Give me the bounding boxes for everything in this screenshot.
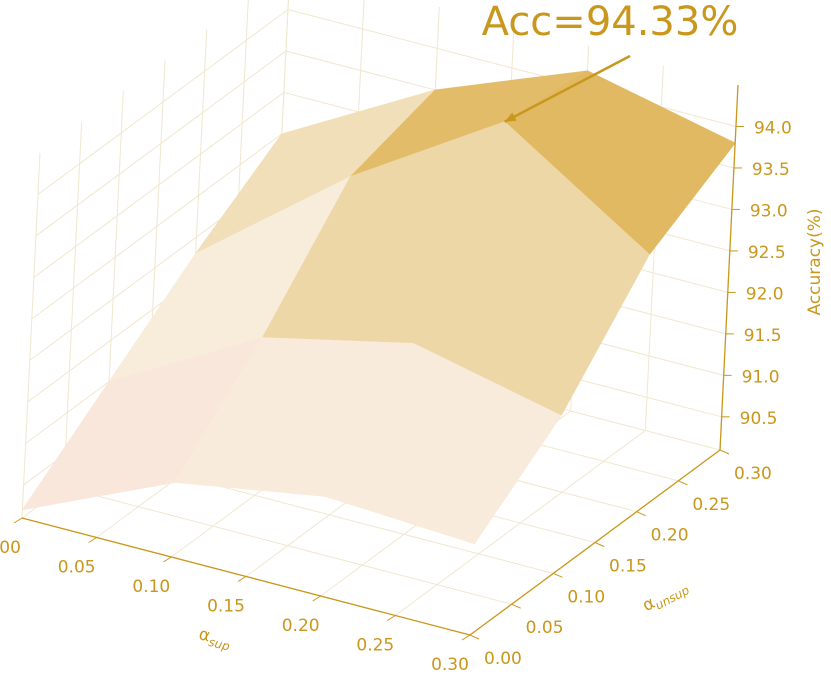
z-tick-label: 93.0 <box>750 201 788 221</box>
y-axis-label: αunsup <box>639 576 692 618</box>
surface <box>21 70 736 545</box>
y-tick-label: 0.05 <box>526 618 564 638</box>
z-tick-label: 92.0 <box>746 284 784 304</box>
z-tick-label: 94.0 <box>754 118 792 138</box>
y-tick <box>511 603 521 609</box>
z-axis-label: Accuracy(%) <box>805 208 825 315</box>
z-tick-label: 90.5 <box>740 409 778 429</box>
grid-line <box>63 486 512 605</box>
grid-line <box>35 50 287 237</box>
annotation-text: Acc=94.33% <box>482 0 739 45</box>
y-tick <box>594 542 605 547</box>
x-tick-label: 0.20 <box>282 616 320 636</box>
x-tick-label: 0.10 <box>132 577 170 597</box>
y-tick <box>678 480 688 486</box>
x-axis-label-symbol: α <box>197 624 213 646</box>
x-axis-label-subscript: sup <box>207 634 232 653</box>
y-tick-label: 0.00 <box>484 649 522 669</box>
x-tick <box>312 595 321 602</box>
x-tick-label: 0.05 <box>58 558 96 578</box>
grid-line <box>33 92 285 278</box>
x-tick-label: 0.30 <box>431 655 469 675</box>
x-tick <box>13 517 23 524</box>
grid-line <box>21 152 41 519</box>
grid-line <box>37 9 289 195</box>
y-tick <box>553 572 563 578</box>
z-tick-label: 93.5 <box>752 160 790 180</box>
y-tick <box>719 449 730 455</box>
x-tick-label: 0.00 <box>0 538 21 558</box>
y-tick-label: 0.25 <box>692 495 730 515</box>
x-tick-label: 0.15 <box>207 597 245 617</box>
x-tick <box>461 634 471 641</box>
y-tick <box>636 511 646 517</box>
y-tick-label: 0.20 <box>651 526 689 546</box>
x-tick-label: 0.25 <box>356 636 394 656</box>
z-tick-label: 91.5 <box>744 326 782 346</box>
x-tick <box>88 537 97 543</box>
x-tick <box>387 615 396 621</box>
z-tick-label: 91.0 <box>742 367 780 387</box>
y-tick <box>469 634 480 640</box>
y-tick-label: 0.30 <box>734 464 772 484</box>
x-tick <box>237 576 247 582</box>
grid-line <box>63 122 83 488</box>
z-axis <box>719 84 739 451</box>
y-tick-label: 0.10 <box>567 587 605 607</box>
x-axis-label: αsup <box>196 624 233 653</box>
x-tick <box>163 556 172 563</box>
annotation-arrow <box>504 54 631 123</box>
z-tick-label: 92.5 <box>748 243 786 263</box>
annotation-arrowhead <box>504 112 517 122</box>
surface-patch <box>324 343 562 545</box>
grid-line <box>31 133 283 320</box>
y-tick-label: 0.15 <box>609 557 647 577</box>
y-axis-label-subscript: unsup <box>653 582 692 612</box>
